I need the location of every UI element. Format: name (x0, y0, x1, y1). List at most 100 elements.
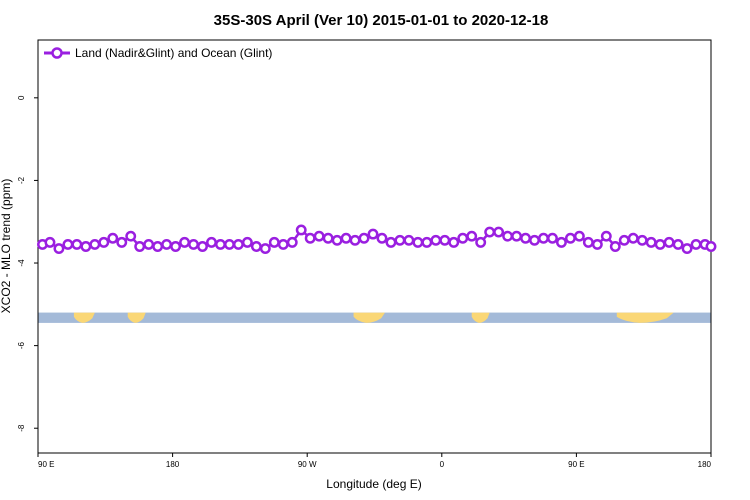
data-point (134, 241, 146, 252)
x-tick-label: 90 E (38, 460, 54, 469)
data-point (511, 230, 523, 242)
data-point (188, 238, 199, 250)
x-axis: 90 E 180 90 W 0 90 E 180 (37, 453, 712, 469)
data-point (241, 236, 253, 248)
data-point (412, 236, 424, 248)
land-mass-1 (73, 312, 95, 323)
data-point (555, 236, 567, 248)
data-point (582, 236, 594, 248)
data-point (672, 238, 684, 250)
data-point (206, 236, 217, 248)
data-point (161, 238, 173, 250)
data-point (62, 238, 74, 250)
x-tick-label: 0 (440, 460, 445, 469)
map-strip (38, 312, 711, 323)
legend: Land (Nadir&Glint) and Ocean (Glint) (44, 46, 272, 60)
land-mass-2 (127, 312, 146, 323)
data-point (143, 238, 155, 250)
data-point (259, 243, 271, 255)
data-point (71, 238, 83, 250)
data-point (636, 234, 648, 246)
data-point (475, 236, 487, 248)
x-tick-label: 180 (698, 460, 712, 469)
y-tick-label: -6 (17, 342, 26, 350)
data-point (197, 241, 208, 252)
y-tick-label: -8 (17, 424, 26, 432)
data-point (125, 230, 137, 242)
data-point (538, 232, 549, 244)
data-point (367, 228, 379, 240)
data-point (439, 234, 451, 246)
legend-entry-label: Land (Nadir&Glint) and Ocean (Glint) (75, 46, 272, 60)
data-point (547, 232, 558, 244)
data-point (609, 241, 621, 252)
data-point (457, 232, 469, 244)
data-point (448, 236, 460, 248)
data-point (645, 236, 657, 248)
data-point (654, 238, 666, 250)
data-point (215, 238, 226, 250)
data-point (250, 241, 262, 252)
y-tick-label: -2 (17, 176, 26, 184)
data-point (322, 232, 334, 244)
data-point (313, 230, 325, 242)
data-point (502, 230, 514, 242)
data-point (331, 234, 343, 246)
data-point (89, 238, 101, 250)
series-layer (37, 224, 717, 255)
x-axis-label: Longitude (deg E) (326, 477, 421, 491)
data-point (304, 232, 316, 244)
data-point (618, 234, 630, 246)
data-point (520, 232, 532, 244)
y-tick-label: 0 (17, 95, 26, 100)
data-point (627, 232, 639, 244)
data-point (385, 236, 397, 248)
y-axis: 0 -2 -4 -6 -8 (17, 95, 38, 432)
data-point (53, 243, 65, 255)
data-point (600, 230, 612, 242)
data-point (340, 232, 352, 244)
y-tick-label: -4 (17, 259, 26, 267)
land-mass-4 (471, 312, 490, 323)
data-point (690, 238, 702, 250)
data-point (663, 236, 675, 248)
data-point (98, 236, 110, 248)
data-point (170, 241, 182, 252)
data-point (403, 234, 415, 246)
data-point (179, 236, 191, 248)
data-point (376, 232, 388, 244)
land-mass-5 (616, 312, 674, 323)
data-point (681, 243, 693, 255)
data-point (466, 230, 478, 242)
data-point (268, 236, 280, 248)
data-point (80, 241, 92, 252)
data-point (573, 230, 585, 242)
data-point (430, 234, 442, 246)
data-point (232, 238, 244, 250)
y-axis-label: XCO2 - MLO trend (ppm) (0, 179, 13, 314)
x-tick-label: 90 W (298, 460, 317, 469)
data-point (484, 226, 496, 238)
legend-marker (51, 47, 63, 59)
data-point (591, 238, 603, 250)
data-point (116, 236, 128, 248)
data-point (394, 234, 406, 246)
data-point (529, 234, 540, 246)
data-point (564, 232, 576, 244)
data-point (223, 238, 235, 250)
data-point (421, 236, 433, 248)
x-tick-label: 180 (166, 460, 180, 469)
data-point (152, 241, 164, 252)
data-point (358, 232, 370, 244)
land-mass-3 (353, 312, 385, 323)
data-point (44, 236, 56, 248)
data-point (493, 226, 505, 238)
data-point (286, 236, 298, 248)
data-point (295, 224, 307, 236)
chart-title: 35S-30S April (Ver 10) 2015-01-01 to 202… (214, 12, 549, 29)
x-tick-label: 90 E (568, 460, 584, 469)
data-point (277, 238, 289, 250)
data-point (349, 234, 361, 246)
data-point (107, 232, 119, 244)
